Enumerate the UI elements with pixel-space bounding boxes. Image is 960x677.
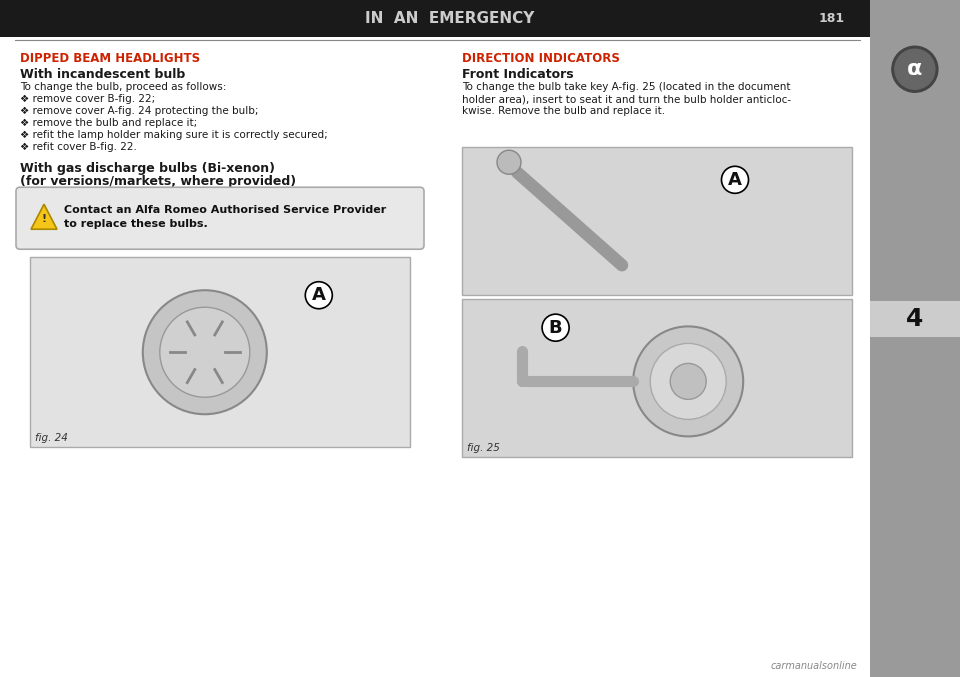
Text: ❖ remove the bulb and replace it;: ❖ remove the bulb and replace it; <box>20 118 197 128</box>
Text: Contact an Alfa Romeo Authorised Service Provider: Contact an Alfa Romeo Authorised Service… <box>64 205 386 215</box>
Circle shape <box>143 290 267 414</box>
Circle shape <box>497 150 521 174</box>
Polygon shape <box>31 204 57 230</box>
Bar <box>870 0 960 677</box>
Text: holder area), insert to seat it and turn the bulb holder anticloc-: holder area), insert to seat it and turn… <box>462 94 791 104</box>
Bar <box>30 257 410 447</box>
Circle shape <box>634 326 743 437</box>
Text: fig. 24: fig. 24 <box>35 433 68 443</box>
Bar <box>870 301 960 336</box>
Text: to replace these bulbs.: to replace these bulbs. <box>64 219 207 230</box>
Text: ❖ remove cover B-fig. 22;: ❖ remove cover B-fig. 22; <box>20 94 156 104</box>
Text: ❖ remove cover A-fig. 24 protecting the bulb;: ❖ remove cover A-fig. 24 protecting the … <box>20 106 258 116</box>
Circle shape <box>670 364 707 399</box>
Text: A: A <box>728 171 742 189</box>
FancyBboxPatch shape <box>16 188 424 249</box>
Bar <box>0 0 960 37</box>
Bar <box>462 147 852 295</box>
Bar <box>462 299 852 457</box>
Text: With gas discharge bulbs (Bi-xenon): With gas discharge bulbs (Bi-xenon) <box>20 162 275 175</box>
Circle shape <box>159 307 250 397</box>
Text: B: B <box>549 319 563 336</box>
Text: A: A <box>312 286 325 304</box>
Text: Front Indicators: Front Indicators <box>462 68 574 81</box>
Text: α: α <box>907 59 923 79</box>
Text: (for versions/markets, where provided): (for versions/markets, where provided) <box>20 175 296 188</box>
Text: fig. 25: fig. 25 <box>467 443 500 453</box>
Text: kwise. Remove the bulb and replace it.: kwise. Remove the bulb and replace it. <box>462 106 665 116</box>
Text: IN  AN  EMERGENCY: IN AN EMERGENCY <box>366 11 535 26</box>
Text: DIRECTION INDICATORS: DIRECTION INDICATORS <box>462 52 620 65</box>
Circle shape <box>892 46 938 92</box>
Text: 181: 181 <box>819 12 845 25</box>
Text: !: ! <box>41 214 47 223</box>
Text: ❖ refit cover B-fig. 22.: ❖ refit cover B-fig. 22. <box>20 142 137 152</box>
Text: DIPPED BEAM HEADLIGHTS: DIPPED BEAM HEADLIGHTS <box>20 52 200 65</box>
Circle shape <box>650 343 726 419</box>
Text: To change the bulb take key A-fig. 25 (located in the document: To change the bulb take key A-fig. 25 (l… <box>462 82 790 92</box>
Text: 4: 4 <box>906 307 924 330</box>
Text: With incandescent bulb: With incandescent bulb <box>20 68 185 81</box>
Circle shape <box>895 49 935 89</box>
Text: To change the bulb, proceed as follows:: To change the bulb, proceed as follows: <box>20 82 227 92</box>
Text: ❖ refit the lamp holder making sure it is correctly secured;: ❖ refit the lamp holder making sure it i… <box>20 130 327 140</box>
Text: carmanualsonline: carmanualsonline <box>770 661 857 671</box>
